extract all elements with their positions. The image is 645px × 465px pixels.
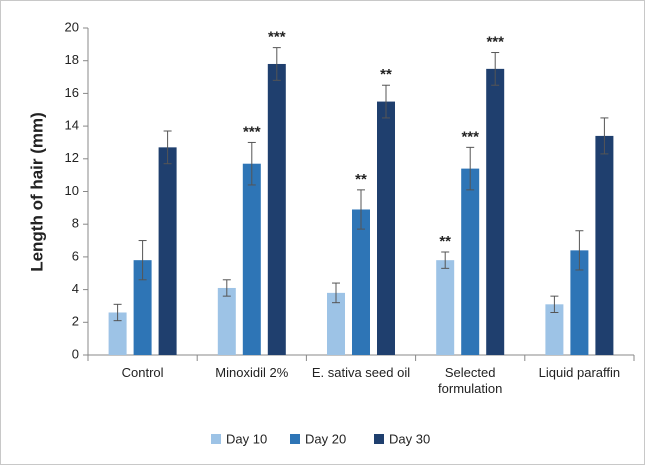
bar [377,101,395,355]
x-tick-wrap: Selected formulation [438,365,503,396]
y-tick-label: 4 [72,281,79,296]
y-tick-label: 6 [72,248,79,263]
bar [461,168,480,355]
error-bar [382,84,390,119]
y-tick-label: 8 [72,216,79,231]
significance-label: ** [439,233,451,250]
y-tick-label: 16 [65,85,79,100]
legend-label: Day 20 [305,431,346,446]
x-tick-wrap: Control [121,365,164,380]
error-bar [600,117,609,155]
x-tick-wrap: Liquid paraffin [538,365,621,380]
error-bar [575,230,584,271]
bar [570,250,589,355]
significance-label: ** [380,66,392,83]
significance-label: *** [268,29,286,46]
bar [436,260,455,355]
error-bar [222,279,231,297]
error-bar [272,47,281,81]
error-bar [138,240,147,281]
bar [158,147,177,355]
bar [352,209,370,355]
y-tick-label: 10 [65,183,79,198]
error-bar [113,303,122,322]
y-tick-label: 12 [65,150,79,165]
bar [595,135,614,355]
error-bar [332,282,340,304]
bar [486,68,505,355]
error-bar [550,295,559,313]
y-tick-label: 18 [65,52,79,67]
bar [267,63,286,355]
error-bar [163,130,172,165]
error-bar [491,52,500,86]
significance-label: *** [461,128,479,145]
error-bar [357,189,365,230]
legend-swatch [290,434,300,444]
y-tick-label: 2 [72,314,79,329]
y-tick-label: 0 [72,346,79,361]
legend-label: Day 30 [389,431,430,446]
error-bar [466,146,475,191]
x-tick-label: Minoxidil 2% [215,365,289,380]
x-tick-wrap: E. sativa seed oil [311,365,411,380]
x-tick-label: Selected formulation [438,365,503,396]
significance-label: *** [243,123,261,140]
significance-label: ** [355,171,367,188]
bar [133,260,152,355]
bar [327,292,345,355]
legend-swatch [211,434,221,444]
error-bar [441,251,450,269]
legend-swatch [374,434,384,444]
bar [242,163,261,355]
bar [108,312,127,355]
y-tick-label: 20 [65,19,79,34]
significance-label: *** [486,33,504,50]
x-tick-label: Control [121,365,164,380]
x-tick-wrap: Minoxidil 2% [215,365,289,380]
bar [217,287,236,355]
x-tick-label: Liquid paraffin [538,365,621,380]
legend-label: Day 10 [226,431,267,446]
x-tick-label: E. sativa seed oil [311,365,411,380]
error-bar [247,141,256,186]
bar [545,304,564,355]
y-tick-label: 14 [65,118,79,133]
y-axis-label: Length of hair (mm) [27,112,46,272]
